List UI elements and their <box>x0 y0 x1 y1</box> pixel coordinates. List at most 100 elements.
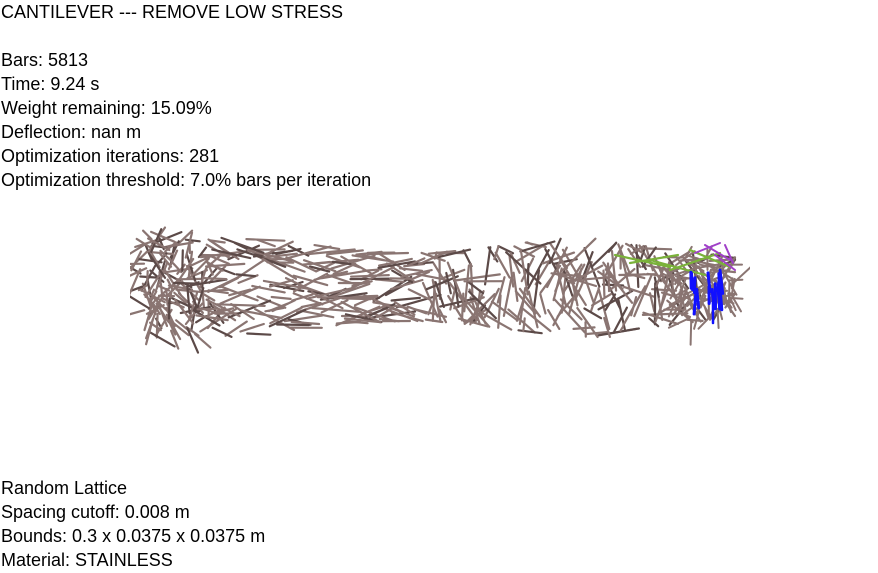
stressed-bar <box>628 253 680 265</box>
lattice-bar <box>340 255 372 275</box>
lattice-bar <box>130 309 146 316</box>
lattice-bar <box>150 228 163 253</box>
lattice-bar <box>209 239 240 261</box>
lattice-bar <box>457 317 489 328</box>
lattice-bar <box>697 313 713 330</box>
lattice-bar <box>283 280 304 290</box>
lattice-bar <box>239 309 283 320</box>
lattice-bar <box>236 248 263 259</box>
lattice-bar <box>325 273 357 286</box>
lattice-bar <box>326 249 364 256</box>
lattice-bar <box>150 252 161 269</box>
lattice-bar <box>302 259 337 273</box>
lattice-bar <box>406 257 426 267</box>
lattice-bar <box>202 276 228 281</box>
lattice-bar <box>143 302 154 332</box>
lattice-bar <box>406 305 428 315</box>
load-vector <box>718 282 724 312</box>
lattice-bar <box>150 230 176 243</box>
lattice-bar <box>519 240 556 253</box>
lattice-bar <box>224 320 248 337</box>
stressed-bar <box>724 244 734 264</box>
lattice-bar <box>147 237 171 252</box>
lattice-bar <box>305 286 354 300</box>
lattice-bar <box>393 300 416 316</box>
lattice-bar <box>622 285 647 327</box>
lattice-bar <box>190 278 228 287</box>
lattice-bar <box>469 262 474 295</box>
lattice-bar <box>670 279 675 296</box>
lattice-bar <box>341 297 372 301</box>
info-bounds: Bounds: 0.3 x 0.0375 x 0.0375 m <box>1 526 266 546</box>
stressed-bar <box>714 254 736 271</box>
lattice-bar <box>518 287 542 318</box>
lattice-bar <box>508 254 515 288</box>
lattice-bar <box>195 314 229 322</box>
lattice-bar <box>507 308 536 334</box>
lattice-bar <box>667 317 691 329</box>
lattice-bar <box>189 257 210 279</box>
lattice-bar <box>601 273 621 309</box>
lattice-bar <box>204 262 246 268</box>
lattice-bar <box>539 264 562 294</box>
lattice-viewport[interactable] <box>130 215 750 355</box>
lattice-bar <box>602 261 623 290</box>
lattice-bar <box>552 267 563 302</box>
lattice-bar <box>463 293 496 325</box>
lattice-bar <box>688 255 699 260</box>
lattice-bar <box>262 279 312 291</box>
lattice-bar <box>184 231 194 259</box>
lattice-bar <box>259 252 298 260</box>
lattice-bar <box>425 275 459 291</box>
lattice-bar <box>627 247 642 269</box>
lattice-bar <box>677 311 692 318</box>
lattice-bar <box>175 288 205 294</box>
lattice-bar <box>351 254 395 263</box>
lattice-bar <box>590 242 617 268</box>
lattice-bar <box>268 308 307 328</box>
lattice-bar <box>641 247 673 251</box>
lattice-bar <box>727 282 731 303</box>
lattice-bar <box>686 297 696 307</box>
lattice-bar <box>660 278 673 292</box>
lattice-bar <box>139 275 159 279</box>
lattice-bar <box>561 237 597 272</box>
lattice-bar <box>239 322 265 333</box>
lattice-bar <box>185 253 197 282</box>
lattice-bar <box>292 274 329 287</box>
lattice-bar <box>526 262 530 286</box>
lattice-bar <box>153 297 168 312</box>
lattice-bar <box>596 327 640 337</box>
load-vector <box>690 271 695 292</box>
lattice-bar <box>727 302 732 314</box>
lattice-bar <box>698 263 724 270</box>
lattice-bar <box>169 329 180 350</box>
lattice-bar <box>526 241 534 246</box>
lattice-bar <box>514 290 537 315</box>
lattice-bar <box>246 332 272 336</box>
lattice-bar <box>177 292 194 308</box>
lattice-bar <box>576 306 599 339</box>
lattice-bar <box>135 237 153 250</box>
lattice-bar <box>267 302 289 313</box>
lattice-bar <box>699 294 707 309</box>
lattice-bar <box>145 304 165 315</box>
lattice-bar <box>307 248 356 256</box>
lattice-bar <box>163 268 183 297</box>
lattice-bar <box>466 280 485 295</box>
lattice-bar <box>659 282 668 310</box>
lattice-bar <box>146 269 149 284</box>
lattice-bar <box>310 291 344 310</box>
lattice-bar <box>177 257 195 282</box>
lattice-bar <box>490 300 519 322</box>
lattice-bar <box>552 297 586 334</box>
lattice-bar <box>142 229 153 241</box>
lattice-bar <box>585 330 609 336</box>
lattice-bar <box>130 267 148 277</box>
lattice-bar <box>452 273 501 282</box>
lattice-bar <box>331 260 352 266</box>
lattice-bar <box>130 295 151 310</box>
lattice-bar <box>446 261 466 305</box>
lattice-bar <box>188 291 199 321</box>
lattice-bar <box>684 245 693 259</box>
